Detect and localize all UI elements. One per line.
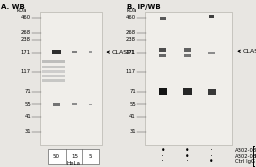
Text: Ctrl IgG: Ctrl IgG [235,159,255,164]
Text: 31: 31 [129,129,136,134]
Bar [52,50,61,54]
Bar [72,103,77,105]
Text: 41: 41 [129,114,136,119]
Text: •: • [185,146,190,155]
Text: ·: · [210,146,213,155]
Text: •: • [161,146,165,155]
Text: ·: · [210,152,213,161]
Text: 117: 117 [126,69,136,74]
Bar [89,104,92,105]
Bar [72,51,77,53]
Text: 55: 55 [129,102,136,107]
Bar [158,88,167,95]
Bar [53,103,60,106]
Text: HeLa: HeLa [67,161,81,166]
Text: ·: · [161,152,164,161]
Text: •: • [209,157,214,166]
Text: 15: 15 [71,154,78,159]
Text: A. WB: A. WB [1,4,25,10]
Text: B. IP/WB: B. IP/WB [127,4,160,10]
Bar [184,54,191,57]
Bar [89,51,92,53]
Text: •: • [185,152,190,161]
Text: ·: · [186,157,189,166]
Text: 171: 171 [21,50,31,55]
Text: IP: IP [255,154,256,159]
Bar [42,70,65,73]
Text: 31: 31 [24,129,31,134]
Text: A302-086A: A302-086A [235,154,256,159]
Bar [42,79,65,82]
Text: 460: 460 [21,15,31,20]
Bar [48,149,99,164]
Text: CLASP1: CLASP1 [243,49,256,54]
Text: 268: 268 [126,30,136,35]
Text: ·: · [161,157,164,166]
Text: 71: 71 [24,89,31,94]
Bar [184,48,191,52]
Text: 50: 50 [53,154,60,159]
Bar [159,54,166,57]
Text: 268: 268 [21,30,31,35]
Bar [42,75,65,77]
Bar [42,65,65,68]
Text: A302-085A: A302-085A [235,148,256,153]
Text: 55: 55 [24,102,31,107]
Bar [160,17,166,20]
Text: 238: 238 [126,37,136,42]
Text: 460: 460 [126,15,136,20]
Text: kDa: kDa [16,8,27,13]
Bar [208,89,216,95]
Bar [209,15,215,18]
Text: 71: 71 [129,89,136,94]
Text: kDa: kDa [127,8,137,13]
Text: 5: 5 [89,154,92,159]
Text: 171: 171 [126,50,136,55]
Bar [208,52,216,54]
Bar [40,12,102,145]
Text: 117: 117 [21,69,31,74]
Bar [159,48,166,52]
Text: 238: 238 [21,37,31,42]
Bar [145,12,232,145]
Text: CLASP1: CLASP1 [112,50,135,55]
Bar [42,60,65,63]
Bar [183,88,191,95]
Text: 41: 41 [24,114,31,119]
